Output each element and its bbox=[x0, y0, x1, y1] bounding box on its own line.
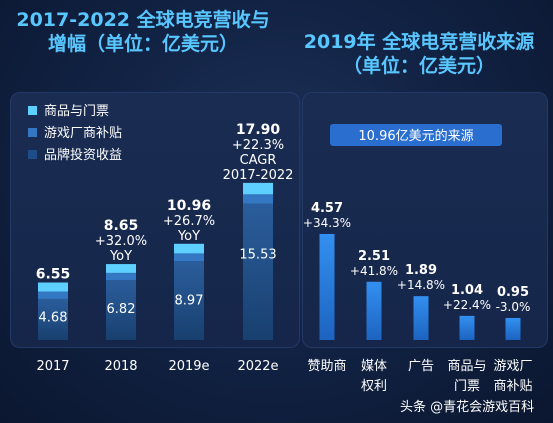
source-bar bbox=[413, 296, 429, 340]
revenue-total-label: 8.65 bbox=[104, 218, 139, 234]
revenue-bar-top bbox=[174, 243, 204, 254]
revenue-bar-mid bbox=[38, 291, 68, 299]
source-value-label: 4.57 bbox=[311, 201, 343, 216]
revenue-growth-label: +22.3% bbox=[232, 138, 284, 153]
revenue-bar-top bbox=[38, 282, 68, 292]
revenue-base-label: 4.68 bbox=[39, 311, 68, 326]
source-growth-label: +41.8% bbox=[350, 264, 398, 278]
legend-swatch-2 bbox=[28, 150, 37, 159]
revenue-bar-base bbox=[174, 261, 204, 340]
source-bar bbox=[319, 233, 335, 340]
revenue-year-label: 2019e bbox=[168, 359, 209, 374]
source-category-label: 门票 bbox=[454, 379, 480, 394]
right-chart-title-line1: 2019年 全球电竞营收来源 bbox=[303, 31, 535, 53]
watermark: 头条 @青花会游戏百科 bbox=[400, 400, 535, 415]
source-category-label: 赞助商 bbox=[307, 359, 346, 374]
source-growth-label: -3.0% bbox=[496, 300, 531, 314]
revenue-total-label: 17.90 bbox=[236, 122, 281, 138]
legend-swatch-1 bbox=[28, 128, 37, 137]
revenue-growth-label: CAGR bbox=[240, 153, 277, 168]
source-category-label: 权利 bbox=[361, 378, 387, 394]
revenue-bar-mid bbox=[243, 194, 273, 204]
revenue-growth-label: YoY bbox=[177, 229, 200, 244]
revenue-total-label: 6.55 bbox=[36, 267, 71, 283]
source-category-label: 广告 bbox=[408, 359, 434, 374]
revenue-bar-base bbox=[243, 203, 273, 340]
revenue-bar-mid bbox=[174, 253, 204, 262]
source-category-label: 媒体 bbox=[361, 359, 387, 374]
legend-label-0: 商品与门票 bbox=[44, 104, 109, 119]
legend-label-1: 游戏厂商补贴 bbox=[44, 126, 122, 141]
left-chart-title-line2: 增幅（单位：亿美元） bbox=[47, 33, 238, 55]
legend-swatch-0 bbox=[28, 106, 37, 115]
right-chart-title: 2019年 全球电竞营收来源 （单位：亿美元） bbox=[288, 30, 550, 78]
legend-label-2: 品牌投资收益 bbox=[44, 147, 122, 163]
left-chart-title: 2017-2022 全球电竞营收与 增幅（单位：亿美元） bbox=[8, 8, 278, 56]
revenue-bar-base bbox=[38, 298, 68, 340]
right-chart-title-line2: （单位：亿美元） bbox=[342, 55, 495, 77]
revenue-year-label: 2017 bbox=[36, 359, 69, 374]
revenue-base-label: 6.82 bbox=[107, 302, 136, 317]
revenue-base-label: 8.97 bbox=[175, 294, 204, 309]
source-bar bbox=[366, 281, 382, 340]
revenue-growth-label: +26.7% bbox=[163, 214, 215, 229]
source-value-label: 1.89 bbox=[405, 263, 437, 278]
revenue-growth-label: +32.0% bbox=[95, 234, 147, 249]
revenue-growth-label: YoY bbox=[109, 249, 132, 264]
source-banner-text: 10.96亿美元的来源 bbox=[358, 128, 473, 144]
source-growth-label: +22.4% bbox=[443, 298, 491, 312]
revenue-total-label: 10.96 bbox=[167, 198, 211, 214]
source-growth-label: +34.3% bbox=[303, 216, 351, 230]
source-growth-label: +14.8% bbox=[397, 278, 445, 292]
source-category-label: 商补贴 bbox=[493, 379, 532, 394]
revenue-base-label: 15.53 bbox=[239, 248, 276, 263]
revenue-year-label: 2022e bbox=[237, 359, 278, 374]
revenue-bar-mid bbox=[106, 272, 136, 281]
source-bar bbox=[459, 315, 475, 340]
revenue-bar-top bbox=[243, 182, 273, 195]
source-category-label: 游戏厂 bbox=[493, 359, 532, 374]
revenue-bar-base bbox=[106, 280, 136, 340]
source-value-label: 0.95 bbox=[497, 285, 529, 300]
source-category-label: 商品与 bbox=[447, 359, 486, 374]
source-value-label: 1.04 bbox=[451, 283, 483, 298]
source-banner bbox=[330, 124, 502, 146]
source-bar bbox=[505, 317, 521, 340]
revenue-year-label: 2018 bbox=[104, 359, 137, 374]
left-chart-title-line1: 2017-2022 全球电竞营收与 bbox=[16, 9, 270, 31]
revenue-bar-top bbox=[106, 264, 136, 273]
revenue-growth-label: 2017-2022 bbox=[223, 168, 294, 183]
source-value-label: 2.51 bbox=[358, 249, 390, 264]
